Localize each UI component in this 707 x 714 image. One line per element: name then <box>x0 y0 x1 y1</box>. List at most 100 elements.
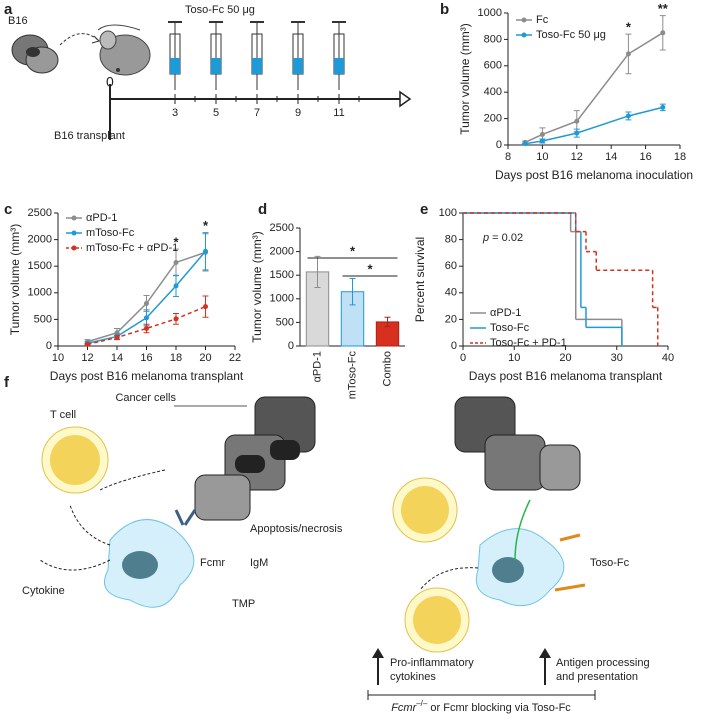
diagram-label: and presentation <box>556 671 638 683</box>
y-tick-label: 2000 <box>270 246 294 258</box>
data-point <box>625 51 631 57</box>
legend-label: αPD-1 <box>86 212 117 224</box>
y-tick-label: 0 <box>288 340 294 352</box>
y-axis-title: Tumor volume (mm³) <box>250 231 264 343</box>
y-tick-label: 800 <box>484 33 502 45</box>
y-tick-label: 1000 <box>28 287 52 299</box>
panel-label: f <box>4 374 10 391</box>
data-point <box>539 131 545 137</box>
panel-label: a <box>4 1 13 18</box>
x-tick-label: 20 <box>559 352 571 364</box>
legend-label: mToso-Fc <box>86 227 135 239</box>
day-label: 3 <box>172 107 178 119</box>
significance: * <box>173 235 179 250</box>
diagram-label: Pro-inflammatory <box>390 657 474 669</box>
legend-marker <box>71 245 77 251</box>
syringe <box>209 21 223 90</box>
significance: * <box>367 261 373 276</box>
x-tick-label: 20 <box>199 352 211 364</box>
legend-label: Fc <box>536 14 549 26</box>
x-tick-label: 10 <box>508 352 520 364</box>
error-bar <box>384 316 391 328</box>
x-tick-label: 18 <box>674 151 686 163</box>
footer-gene: Fcmr <box>391 702 417 714</box>
y-tick-label: 0 <box>496 139 502 151</box>
footer-sup: –/– <box>416 699 428 708</box>
p-symbol: p <box>482 232 489 244</box>
y-tick-label: 1500 <box>270 269 294 281</box>
p-value: p = 0.02 <box>482 232 523 244</box>
x-tick-label: 8 <box>505 151 511 163</box>
x-tick-label: 0 <box>460 352 466 364</box>
data-point <box>660 104 666 110</box>
x-tick-label: mToso-Fc <box>346 351 358 400</box>
timeline-arrow <box>399 90 412 108</box>
y-tick-label: 20 <box>445 313 457 325</box>
diagram-label: cytokines <box>390 671 436 683</box>
day-label: 9 <box>295 107 301 119</box>
y-tick-label: 80 <box>445 234 457 246</box>
legend-marker <box>71 215 77 221</box>
y-tick-label: 200 <box>484 113 502 125</box>
data-point <box>574 130 580 136</box>
y-tick-label: 2500 <box>270 222 294 234</box>
x-tick-label: αPD-1 <box>311 351 323 382</box>
panel-f-art <box>39 396 596 700</box>
x-tick-label: 22 <box>229 352 241 364</box>
y-tick-label: 2500 <box>28 207 52 219</box>
significance: ** <box>658 1 669 16</box>
day-label: 5 <box>213 107 219 119</box>
series-line <box>525 106 663 145</box>
legend-label: Toso-Fc + PD-1 <box>490 337 567 349</box>
syringe <box>168 21 182 90</box>
x-tick-label: 40 <box>662 352 674 364</box>
y-tick-label: 500 <box>34 313 52 325</box>
syringe-fluid <box>170 58 180 74</box>
x-axis-title: Days post B16 melanoma transplant <box>469 369 663 383</box>
panel-a-art <box>11 24 412 140</box>
panel-label: c <box>4 201 12 218</box>
y-tick-label: 600 <box>484 60 502 72</box>
x-axis-title: Days post B16 melanoma transplant <box>50 369 244 383</box>
x-tick-label: 12 <box>571 151 583 163</box>
syringe <box>250 21 264 90</box>
data-point <box>539 138 545 144</box>
y-tick-label: 2000 <box>28 234 52 246</box>
y-axis-title: Tumor volume (mm³) <box>458 23 472 135</box>
syringe-fluid <box>252 58 262 74</box>
significance: * <box>626 20 632 35</box>
y-tick-label: 40 <box>445 287 457 299</box>
data-point <box>173 316 179 322</box>
drug-label: Toso-Fc 50 μg <box>185 4 255 16</box>
x-tick-label: 10 <box>52 352 64 364</box>
y-tick-label: 0 <box>46 340 52 352</box>
y-axis-title: Tumor volume (mm³) <box>8 224 22 336</box>
y-tick-label: 400 <box>484 86 502 98</box>
diagram-label: T cell <box>50 409 76 421</box>
data-point <box>625 113 631 119</box>
data-point <box>173 259 179 265</box>
y-axis-title: Percent survival <box>413 237 427 322</box>
diagram-label: Antigen processing <box>556 657 650 669</box>
syringe-fluid <box>211 58 221 74</box>
data-point <box>144 300 149 306</box>
p-text: = 0.02 <box>489 232 523 244</box>
y-tick-label: 500 <box>276 316 294 328</box>
series-line <box>524 32 664 144</box>
x-tick-label: Combo <box>381 351 393 386</box>
x-axis-title: Days post B16 melanoma inoculation <box>495 168 693 182</box>
y-tick-label: 60 <box>445 260 457 272</box>
day-label: 7 <box>254 107 260 119</box>
legend-label: Toso-Fc <box>490 322 530 334</box>
diagram-label: Cytokine <box>22 585 65 597</box>
cell-label: B16 <box>8 15 28 27</box>
significance: * <box>203 218 209 233</box>
data-point <box>85 341 90 347</box>
data-point <box>203 304 208 310</box>
diagram-label: Apoptosis/necrosis <box>250 523 343 535</box>
data-point <box>574 118 580 124</box>
x-tick-label: 12 <box>81 352 93 364</box>
y-tick-label: 100 <box>439 207 457 219</box>
diagram-label: TMP <box>232 598 255 610</box>
